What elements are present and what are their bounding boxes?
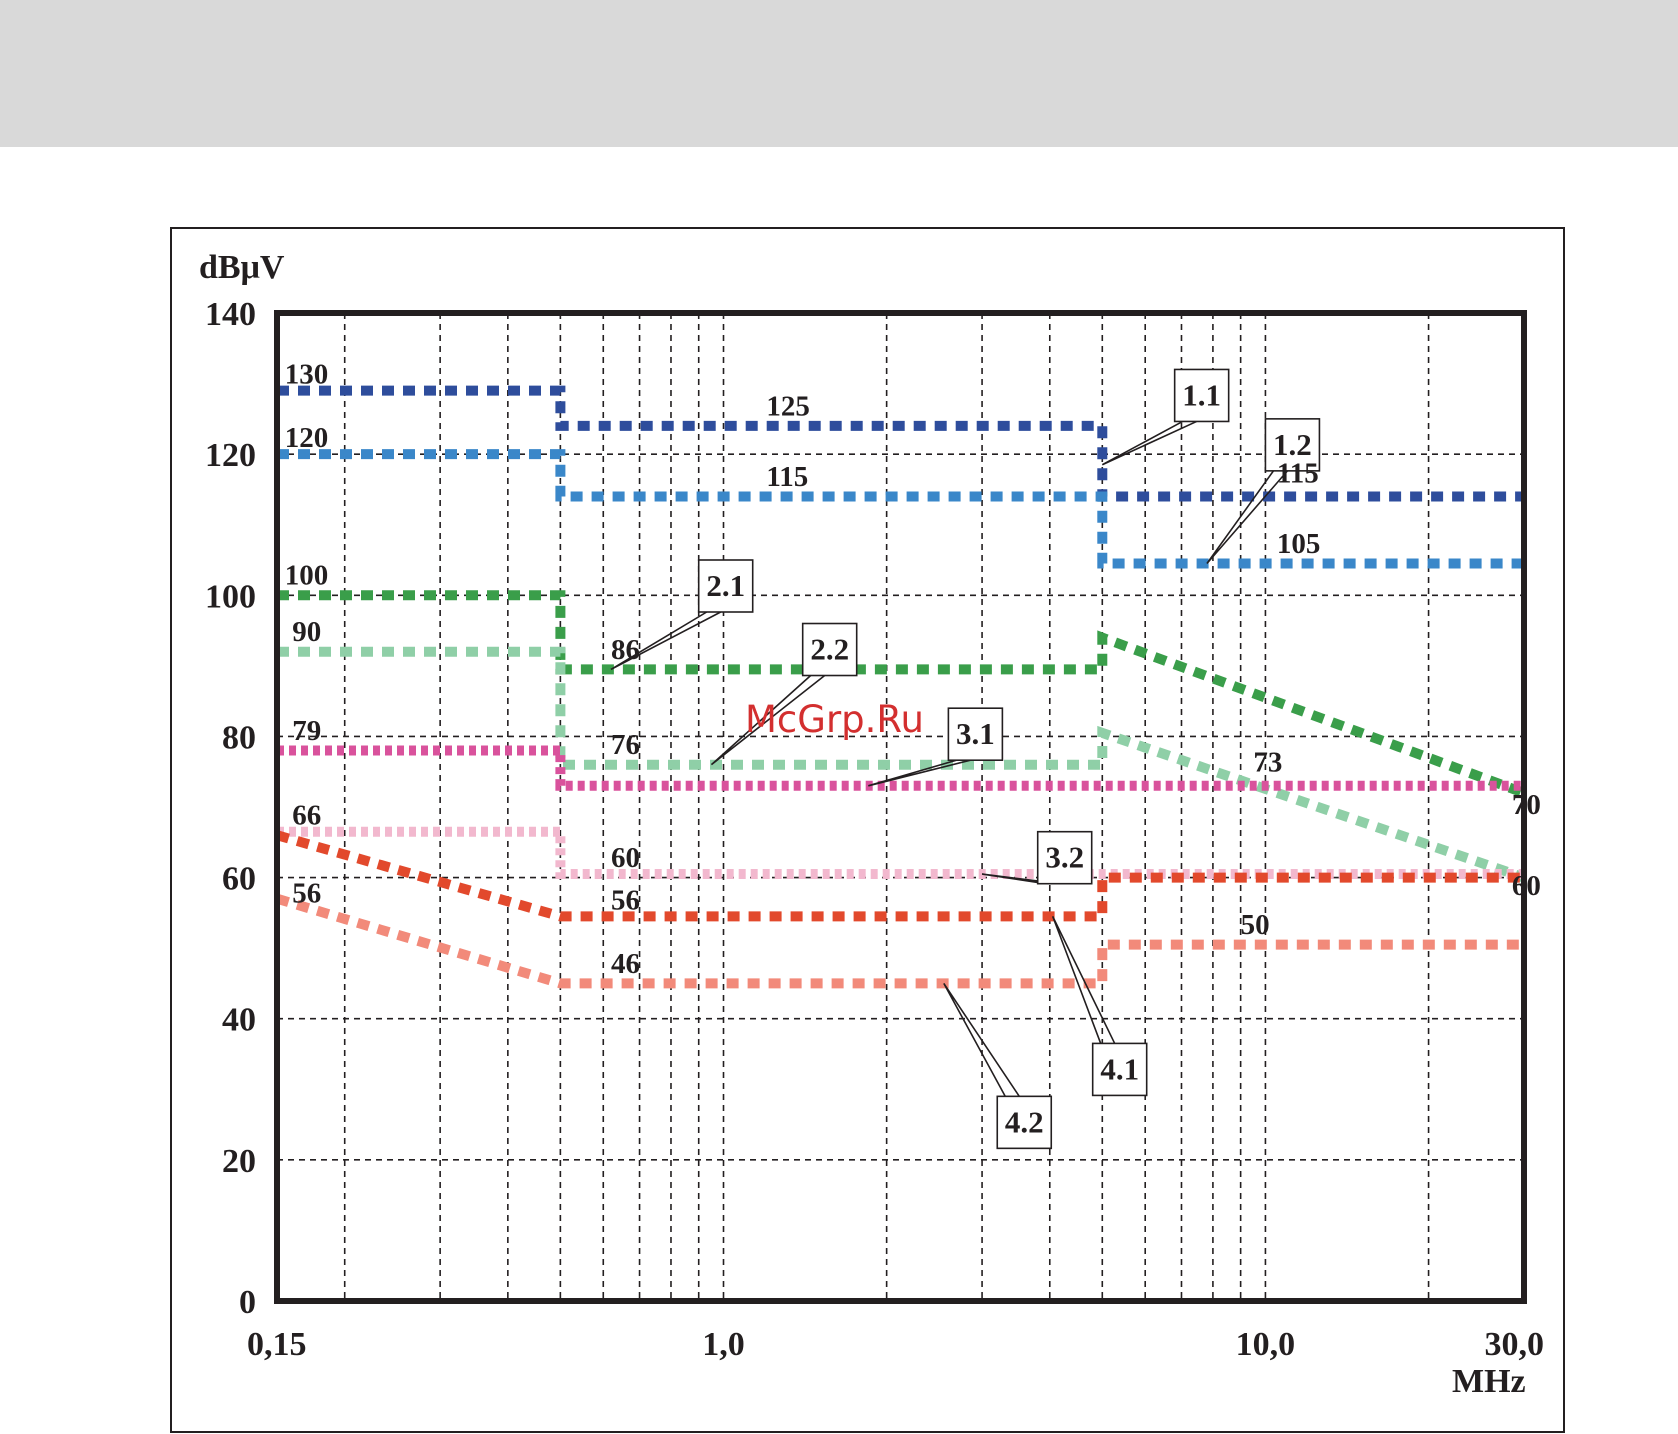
y-tick-label: 80	[222, 719, 256, 756]
callout-leader	[610, 611, 722, 671]
limit-value-label: 115	[766, 461, 808, 493]
callout-label: 2.1	[706, 568, 745, 603]
limit-value-label: 46	[611, 948, 640, 980]
limit-value-label: 115	[1277, 457, 1319, 489]
callout-3-2: 3.2	[981, 830, 1093, 885]
limit-value-label: 56	[292, 877, 321, 909]
callout-2-1: 2.1	[610, 559, 754, 671]
y-tick-label: 140	[205, 296, 256, 333]
series-3-1-line	[277, 745, 1524, 791]
y-axis-label: dBμV	[199, 249, 285, 286]
callout-label: 2.2	[810, 632, 849, 667]
limit-value-label: 105	[1277, 528, 1321, 560]
series-3-2-line	[277, 826, 1524, 879]
x-tick-label: 0,15	[247, 1326, 307, 1363]
series-1-2-line	[277, 449, 1524, 569]
callout-1-2: 1.2	[1206, 418, 1321, 565]
limit-value-label: 100	[285, 560, 329, 592]
y-tick-label: 0	[239, 1284, 256, 1321]
callout-box	[801, 622, 858, 677]
callout-box	[1091, 1042, 1148, 1097]
callout-leader	[943, 982, 1020, 1097]
limit-value-label: 50	[1241, 909, 1270, 941]
callout-2-2: 2.2	[710, 622, 858, 766]
x-tick-label: 30,0	[1485, 1326, 1545, 1363]
callout-box	[1264, 418, 1321, 472]
limit-value-label: 125	[766, 390, 810, 422]
callout-label: 3.1	[956, 716, 995, 751]
callout-box	[1036, 830, 1093, 885]
series-4-2-line	[275, 893, 1524, 989]
limit-value-label: 56	[611, 884, 640, 916]
limit-value-label: 90	[292, 616, 321, 648]
callout-leader	[981, 873, 1060, 885]
limit-value-label: 60	[1512, 870, 1541, 902]
series-layer	[275, 385, 1526, 989]
value-label-layer: 130 120 100 90 79 66 56 125 115 86 76 60 56 46 115 105 7…	[285, 359, 1541, 980]
callout-layer: 1.1 1.2 2.1 2.2 3.1 3.2 4.1 4.2	[610, 368, 1321, 1150]
callout-label: 3.2	[1045, 840, 1084, 875]
callout-box	[697, 559, 754, 613]
callout-1-1: 1.1	[1101, 368, 1230, 466]
limit-value-label: 130	[285, 359, 329, 391]
callout-leader	[868, 759, 971, 787]
series-4-1-line	[275, 830, 1524, 922]
callout-label: 1.2	[1273, 427, 1312, 462]
callout-label: 1.1	[1182, 377, 1221, 412]
callout-box	[1173, 368, 1230, 423]
grid-lines	[277, 313, 1524, 1301]
limit-value-label: 73	[1253, 747, 1282, 779]
y-tick-label: 120	[205, 437, 256, 474]
x-tick-label: 10,0	[1236, 1326, 1296, 1363]
callout-label: 4.1	[1100, 1051, 1139, 1086]
callout-label: 4.2	[1005, 1104, 1044, 1139]
y-tick-label: 100	[205, 578, 256, 615]
series-2-2-line	[277, 646, 1526, 883]
callout-leader	[1101, 420, 1197, 466]
callout-box	[996, 1095, 1053, 1150]
watermark: McGrp.Ru	[745, 698, 924, 741]
x-axis-unit-label: MHz	[1452, 1363, 1526, 1400]
limit-value-label: 79	[292, 715, 321, 747]
y-tick-label: 60	[222, 861, 256, 898]
callout-leader	[710, 674, 826, 766]
limit-value-label: 76	[611, 729, 640, 761]
callout-3-1: 3.1	[868, 707, 1004, 787]
tick-label-layer: 0 20 40 60 80 100 120 140 0,15 1,0 10,0 30,0	[205, 296, 1544, 1363]
callout-leader	[1051, 916, 1116, 1044]
plot-area-border	[274, 310, 1527, 1304]
callout-4-2: 4.2	[943, 982, 1053, 1150]
limit-value-label: 66	[292, 800, 321, 832]
x-tick-label: 1,0	[702, 1326, 745, 1363]
limit-value-label: 70	[1512, 789, 1541, 821]
limit-value-label: 120	[285, 422, 329, 454]
limit-value-label: 86	[611, 634, 640, 666]
callout-4-1: 4.1	[1051, 916, 1148, 1097]
series-1-1-line	[277, 385, 1524, 502]
top-gray-band	[0, 0, 1678, 147]
callout-leader	[1206, 470, 1289, 565]
series-2-1-line	[277, 590, 1526, 798]
figure-frame	[170, 227, 1565, 1433]
limit-value-label: 60	[611, 842, 640, 874]
y-tick-label: 20	[222, 1143, 256, 1180]
y-tick-label: 40	[222, 1002, 256, 1039]
callout-box	[947, 707, 1004, 762]
